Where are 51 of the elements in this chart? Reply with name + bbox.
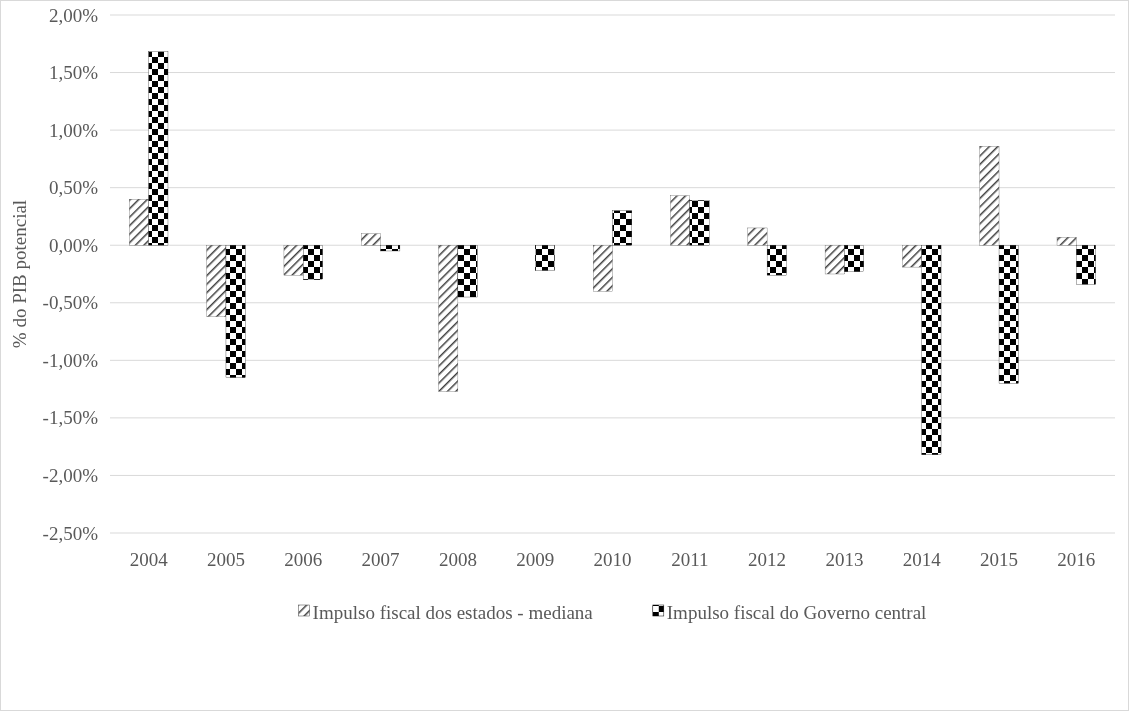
- bar: [921, 245, 942, 455]
- y-tick-label: -0,50%: [42, 292, 99, 314]
- bar: [225, 245, 246, 378]
- bar: [361, 233, 381, 246]
- bar: [1056, 237, 1077, 246]
- bar: [824, 245, 845, 275]
- y-tick-label: -1,50%: [42, 407, 99, 429]
- y-tick-label: 1,50%: [48, 62, 99, 84]
- x-tick-label: 2015: [980, 549, 1019, 571]
- bar: [689, 200, 710, 246]
- y-tick-label: -2,50%: [42, 522, 99, 544]
- x-tick-label: 2009: [516, 549, 555, 571]
- bar: [593, 245, 613, 292]
- legend-label: Impulso fiscal dos estados - mediana: [312, 602, 594, 624]
- x-tick-label: 2011: [671, 549, 709, 571]
- x-tick-label: 2012: [748, 549, 787, 571]
- bar: [380, 245, 401, 252]
- bar: [1076, 245, 1096, 285]
- bar: [612, 210, 632, 246]
- y-tick-label: -1,00%: [42, 349, 99, 371]
- bar: [844, 245, 864, 272]
- bar: [206, 245, 227, 317]
- bar: [283, 245, 304, 276]
- y-tick-label: 0,50%: [48, 177, 99, 199]
- x-tick-label: 2013: [825, 549, 864, 571]
- bar: [148, 51, 169, 246]
- bar: [438, 245, 459, 392]
- bar: [457, 245, 478, 298]
- bar: [129, 199, 149, 246]
- y-tick-label: 1,00%: [48, 119, 99, 141]
- x-tick-label: 2014: [902, 549, 942, 571]
- x-tick-label: 2010: [593, 549, 632, 571]
- x-tick-label: 2007: [361, 549, 400, 571]
- bar: [303, 245, 323, 280]
- x-tick-label: 2016: [1057, 549, 1096, 571]
- bar: [747, 227, 768, 246]
- x-tick-label: 2004: [129, 549, 169, 571]
- bar: [902, 245, 922, 268]
- legend-label: Impulso fiscal do Governo central: [666, 602, 927, 624]
- y-tick-label: 2,00%: [48, 4, 99, 26]
- bar: [998, 245, 1019, 384]
- bar: [670, 195, 690, 246]
- bar: [979, 146, 1000, 246]
- y-tick-label: -2,00%: [42, 465, 99, 487]
- y-axis-title: % do PIB potencial: [9, 199, 30, 349]
- y-tick-label: 0,00%: [48, 234, 99, 256]
- x-tick-label: 2005: [206, 549, 245, 571]
- bar: [766, 245, 787, 276]
- x-tick-label: 2006: [284, 549, 323, 571]
- x-tick-label: 2008: [438, 549, 477, 571]
- bar: [535, 245, 555, 271]
